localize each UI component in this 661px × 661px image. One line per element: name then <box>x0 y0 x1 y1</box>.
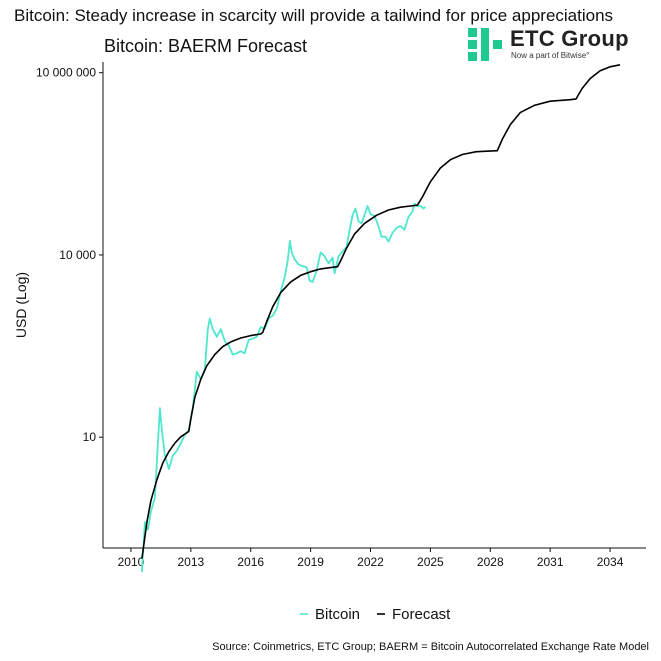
x-tick-label: 2031 <box>537 555 564 569</box>
y-tick-label: 10 000 <box>59 248 96 262</box>
chart-series-layer <box>141 64 621 573</box>
x-tick-label: 2010 <box>118 555 145 569</box>
etc-group-logo-icon <box>468 28 502 61</box>
logo-tagline: Now a part of Bitwise° <box>511 51 590 60</box>
y-tick-label: 10 <box>83 430 97 444</box>
legend-label-forecast: Forecast <box>392 606 451 623</box>
chart-title: Bitcoin: BAERM Forecast <box>104 36 308 56</box>
y-axis-label: USD (Log) <box>13 272 29 338</box>
headline: Bitcoin: Steady increase in scarcity wil… <box>14 6 614 25</box>
source-note: Source: Coinmetrics, ETC Group; BAERM = … <box>212 641 649 653</box>
x-tick-label: 2022 <box>357 555 384 569</box>
series-line-forecast <box>141 64 621 559</box>
chart-axes: 10 10 000 10 000 000 2010 2013 2016 2019 2022 20… <box>13 62 646 569</box>
legend-label-bitcoin: Bitcoin <box>315 606 360 623</box>
x-tick-label: 2025 <box>417 555 444 569</box>
chart-legend: Bitcoin Forecast <box>300 606 451 623</box>
logo-brand: ETC Group <box>510 26 629 51</box>
x-tick-label: 2016 <box>237 555 264 569</box>
x-tick-label: 2019 <box>297 555 324 569</box>
x-tick-label: 2034 <box>597 555 624 569</box>
x-tick-label: 2013 <box>177 555 204 569</box>
series-line-bitcoin <box>141 202 427 573</box>
etc-group-logo: ETC Group Now a part of Bitwise° <box>466 26 656 64</box>
y-tick-label: 10 000 000 <box>36 66 96 80</box>
x-tick-label: 2028 <box>477 555 504 569</box>
